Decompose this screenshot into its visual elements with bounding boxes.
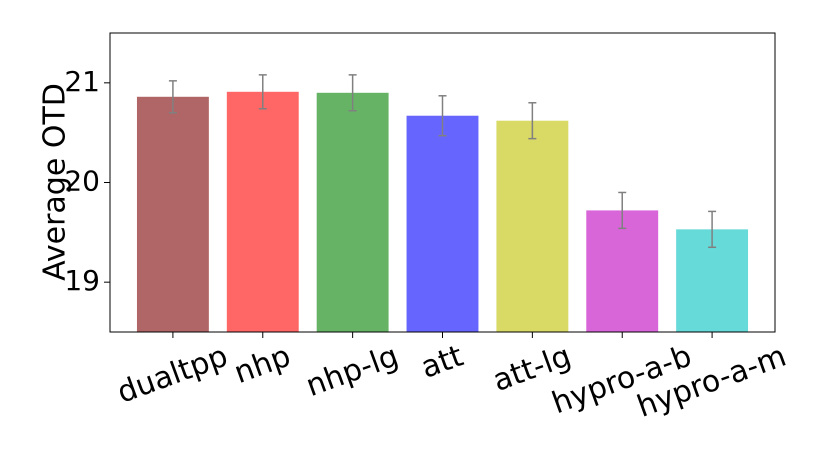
x-tick-label: att (416, 339, 468, 386)
bar (406, 115, 479, 333)
bar (316, 92, 389, 332)
bar (226, 91, 299, 332)
bar (586, 210, 659, 332)
y-axis-label: Average OTD (38, 83, 73, 281)
bar (496, 120, 569, 332)
x-tick-label: nhp-lg (302, 339, 404, 404)
plot-frame (109, 32, 776, 333)
y-tick-label: 20 (64, 165, 100, 198)
y-tick-label: 19 (64, 264, 100, 297)
y-tick-label: 21 (64, 65, 100, 98)
x-tick-label: nhp (230, 339, 296, 391)
x-tick-label: dualtpp (113, 339, 233, 411)
bar (136, 96, 209, 332)
